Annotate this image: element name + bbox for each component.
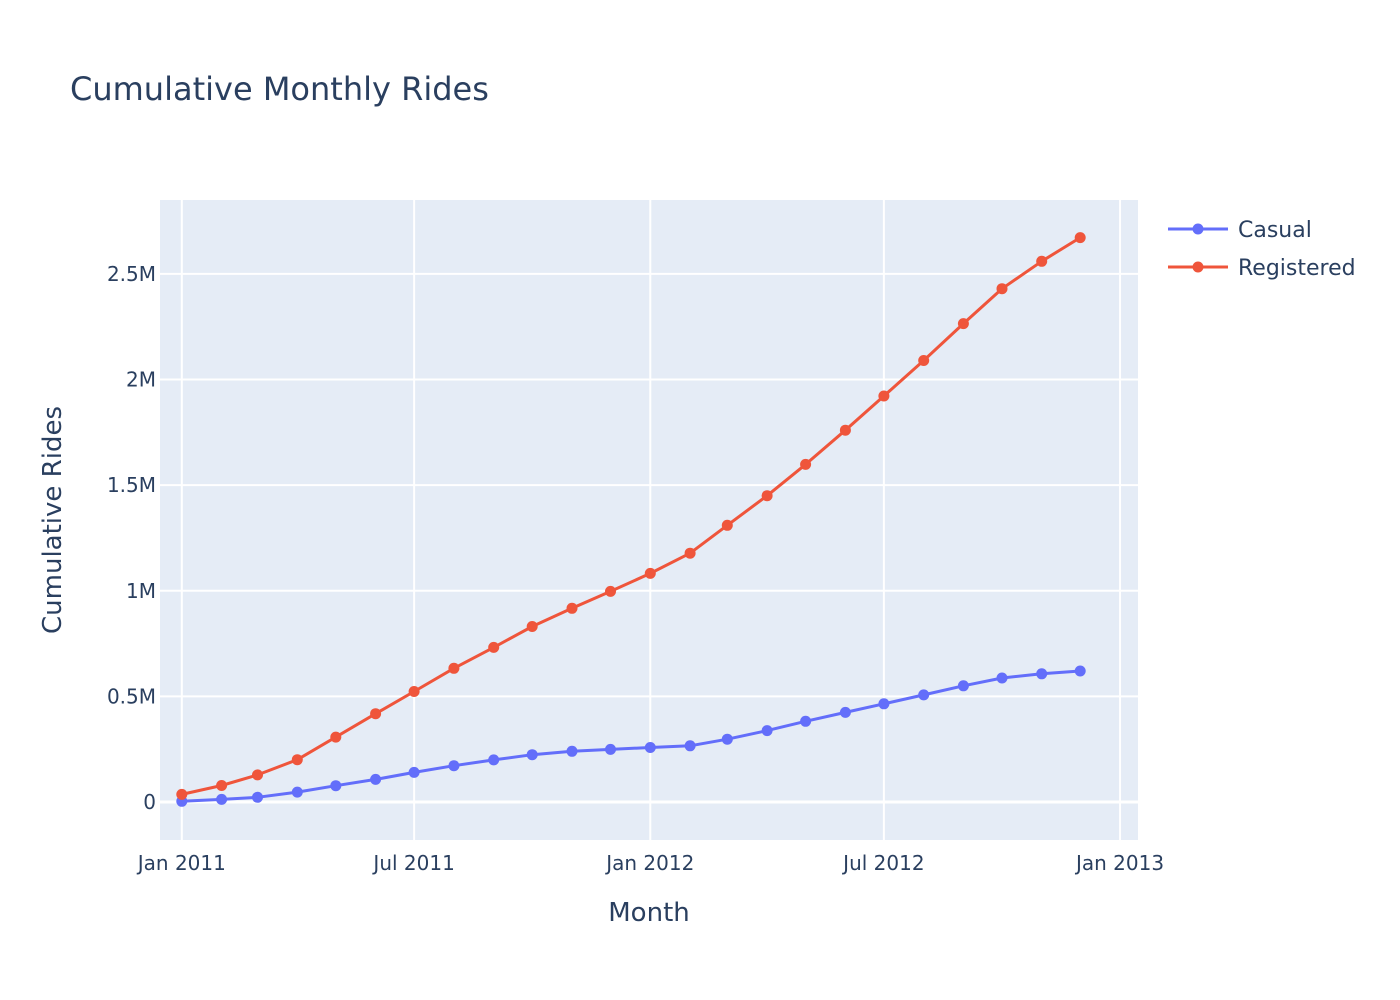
data-point-registered[interactable] [252,769,263,781]
x-tick-label: Jan 2012 [604,851,694,875]
data-point-registered[interactable] [526,621,538,632]
data-point-registered[interactable] [878,390,890,402]
data-point-casual[interactable] [330,780,342,792]
y-axis-tick-labels: 0 0.5M 1M 1.5M 2M 2.5M [107,262,156,814]
data-point-registered[interactable] [330,731,342,743]
data-point-registered[interactable] [291,754,303,766]
data-point-casual[interactable] [291,786,303,798]
data-point-registered[interactable] [448,662,460,674]
data-point-registered[interactable] [176,788,188,800]
data-point-casual[interactable] [526,749,538,761]
data-point-casual[interactable] [721,733,733,745]
data-point-casual[interactable] [605,743,616,755]
data-point-registered[interactable] [216,780,228,791]
data-point-registered[interactable] [408,686,420,697]
y-tick-label: 0 [143,790,156,814]
data-point-registered[interactable] [957,318,969,330]
series-line-casual [181,669,1081,803]
data-point-casual[interactable] [918,689,930,701]
y-tick-label: 2M [126,368,156,392]
data-point-casual[interactable] [216,793,228,805]
legend-item-registered[interactable]: Registered [1168,256,1356,281]
data-point-registered[interactable] [644,567,656,579]
x-axis-title: Month [608,898,690,928]
y-gridlines [160,272,1138,804]
data-point-casual[interactable] [488,754,500,766]
legend-item-casual[interactable]: Casual [1168,218,1312,243]
x-tick-label: Jan 2011 [136,851,226,875]
series-registered [176,232,1086,800]
series-layer [176,232,1086,807]
data-point-registered[interactable] [684,547,696,559]
y-axis-title: Cumulative Rides [38,406,68,634]
data-point-casual[interactable] [1036,668,1048,680]
data-point-registered[interactable] [918,355,930,366]
legend-label: Casual [1238,218,1312,243]
legend-swatch-marker [1192,261,1204,273]
data-point-registered[interactable] [1036,255,1048,267]
legend-label: Registered [1238,256,1356,281]
data-point-casual[interactable] [957,680,969,692]
data-point-registered[interactable] [761,490,773,502]
data-point-registered[interactable] [839,424,851,436]
data-point-registered[interactable] [566,602,578,614]
data-point-casual[interactable] [448,760,460,772]
y-tick-label: 1.5M [107,473,156,497]
y-tick-label: 1M [126,579,156,603]
data-point-registered[interactable] [605,585,616,597]
data-point-casual[interactable] [761,725,773,737]
data-point-casual[interactable] [1074,665,1086,677]
x-tick-label: Jul 2011 [371,851,454,875]
data-point-casual[interactable] [878,698,890,710]
data-point-casual[interactable] [684,740,696,752]
data-point-casual[interactable] [839,706,851,718]
data-point-casual[interactable] [252,791,263,803]
legend[interactable]: Casual Registered [1168,218,1356,281]
x-tick-label: Jul 2012 [841,851,924,875]
y-tick-label: 2.5M [107,262,156,286]
data-point-casual[interactable] [644,742,656,753]
data-point-registered[interactable] [370,708,382,720]
y-tick-label: 0.5M [107,684,156,708]
data-point-casual[interactable] [566,745,578,757]
data-point-registered[interactable] [800,458,812,470]
data-point-casual[interactable] [370,773,382,785]
legend-swatch-marker [1192,223,1204,235]
data-point-registered[interactable] [1074,232,1086,244]
series-line-registered [181,236,1081,796]
chart-title: Cumulative Monthly Rides [70,70,489,108]
x-gridlines [180,200,1122,840]
data-point-registered[interactable] [488,641,500,653]
data-point-casual[interactable] [408,766,420,778]
x-tick-label: Jan 2013 [1074,851,1164,875]
data-point-registered[interactable] [996,283,1008,295]
data-point-casual[interactable] [800,715,812,727]
series-casual [176,665,1086,807]
plot-background [160,200,1138,840]
data-point-registered[interactable] [721,519,733,531]
x-axis-tick-labels: Jan 2011 Jul 2011 Jan 2012 Jul 2012 Jan 2013 [136,851,1164,875]
data-point-casual[interactable] [996,672,1008,684]
